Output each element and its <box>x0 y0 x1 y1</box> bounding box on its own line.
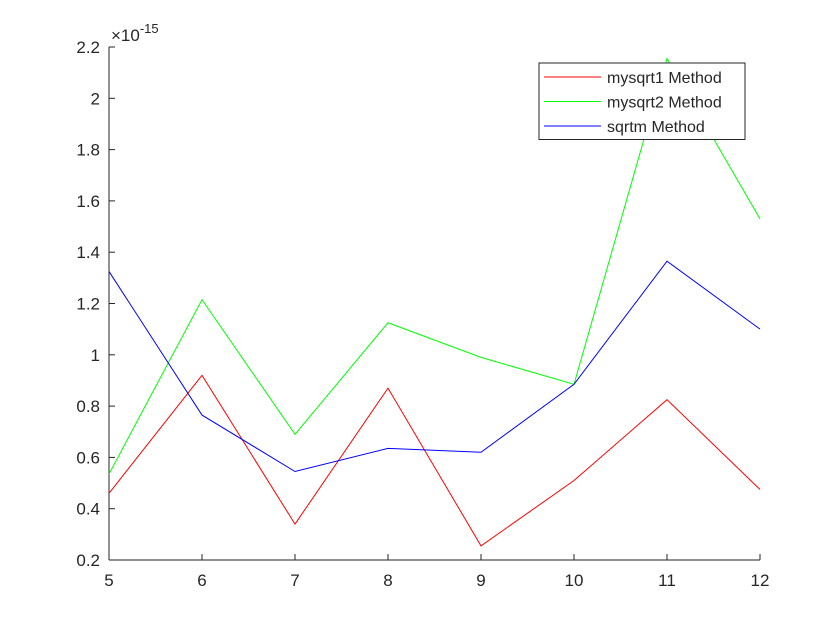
legend-label-1: mysqrt1 Method <box>607 70 722 87</box>
y-tick-label: 2.2 <box>76 38 100 57</box>
legend-label-2: mysqrt2 Method <box>607 95 722 112</box>
y-exponent-label: ×10-15 <box>111 21 159 45</box>
series-line-3 <box>108 260 761 473</box>
x-tick-label: 8 <box>383 571 392 590</box>
x-tick-label: 11 <box>658 571 676 590</box>
y-tick-label: 0.8 <box>76 397 100 416</box>
y-tick-label: 0.6 <box>76 448 100 467</box>
y-tick-label: 1.2 <box>76 295 100 314</box>
y-tick-label: 1.6 <box>76 192 100 211</box>
axes: 5 6 7 8 9 10 11 12 0.2 0.4 0.6 0.8 1 1.2 1.4 1.6 1.8 2 2.2… <box>76 21 769 590</box>
legend: mysqrt1 Method mysqrt2 Method sqrtm Method <box>538 62 746 140</box>
y-tick-label: 1 <box>91 346 100 365</box>
y-exponent-power: -15 <box>140 21 159 36</box>
x-tick-label: 7 <box>290 571 299 590</box>
x-tick-label: 5 <box>104 571 113 590</box>
x-tick-label: 12 <box>751 571 770 590</box>
series-line-1 <box>108 374 761 547</box>
x-tick-label: 10 <box>565 571 584 590</box>
y-tick-label: 2 <box>91 89 100 108</box>
x-tick-label: 9 <box>476 571 485 590</box>
y-exponent-base: ×10 <box>111 26 140 45</box>
y-tick-label: 0.4 <box>76 500 100 519</box>
x-tick-label: 6 <box>197 571 206 590</box>
y-tick-label: 1.8 <box>76 141 100 160</box>
legend-label-3: sqrtm Method <box>607 119 705 136</box>
y-tick-label: 1.4 <box>76 243 100 262</box>
y-tick-label: 0.2 <box>76 551 100 570</box>
